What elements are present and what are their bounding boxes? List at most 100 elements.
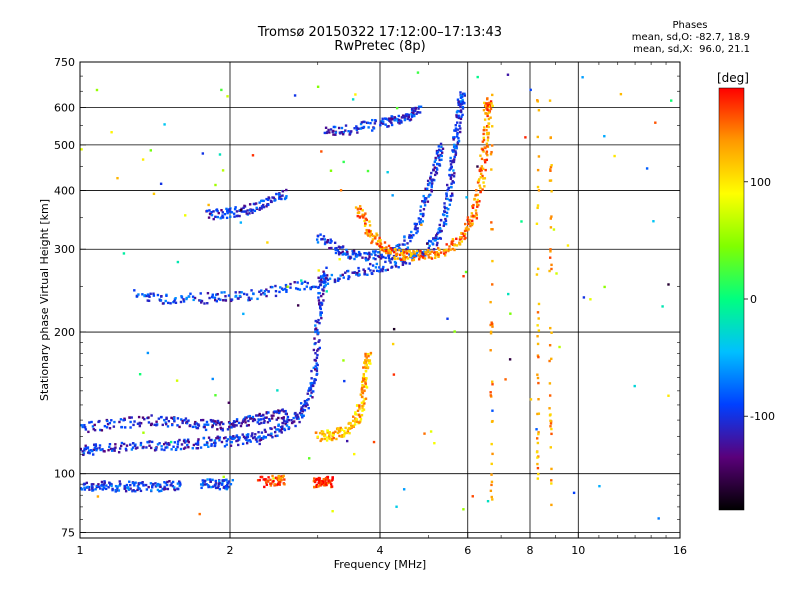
noise-point	[80, 148, 83, 151]
echo-point	[203, 483, 207, 486]
echo-point	[122, 442, 126, 446]
echo-point	[381, 121, 384, 125]
echo-point	[255, 414, 258, 417]
echo-point	[251, 415, 255, 419]
echo-point	[406, 246, 410, 249]
echo-point	[152, 482, 155, 486]
echo-point	[330, 240, 333, 243]
echo-point	[294, 414, 298, 417]
echo-point	[173, 419, 176, 422]
echo-point	[100, 484, 103, 487]
echo-point	[290, 419, 293, 422]
echo-point	[320, 294, 323, 298]
echo-point	[440, 145, 443, 149]
echo-point	[125, 483, 129, 487]
echo-point	[204, 428, 208, 432]
noise-point	[429, 430, 433, 433]
echo-point	[436, 154, 440, 157]
echo-point	[258, 201, 261, 204]
echo-point	[317, 286, 320, 289]
interference-point	[549, 413, 552, 416]
echo-point	[312, 366, 316, 370]
noise-point	[391, 342, 395, 346]
echo-point	[320, 238, 323, 241]
noise-point	[272, 477, 275, 480]
echo-point	[317, 479, 321, 482]
echo-point	[199, 483, 203, 486]
echo-point	[429, 252, 432, 255]
echo-point	[419, 105, 423, 108]
echo-point	[430, 250, 434, 253]
echo-point	[245, 212, 248, 215]
echo-point	[258, 290, 261, 293]
echo-point	[159, 485, 162, 489]
noise-point	[535, 428, 538, 431]
echo-point	[384, 256, 387, 260]
noise-point	[558, 345, 561, 349]
echo-point	[443, 254, 447, 257]
interference-point	[550, 427, 553, 431]
echo-point	[445, 206, 448, 210]
echo-point	[172, 445, 175, 448]
echo-point	[200, 301, 203, 304]
echo-point	[437, 255, 440, 258]
echo-point	[277, 428, 280, 431]
interference-point	[489, 489, 493, 493]
echo-point	[396, 243, 400, 247]
noise-point	[226, 95, 229, 98]
echo-point	[98, 444, 102, 447]
echo-point	[315, 362, 318, 365]
noise-point	[152, 192, 156, 196]
echo-point	[275, 483, 278, 487]
interference-point	[536, 437, 539, 440]
interference-point	[549, 136, 553, 139]
echo-point	[235, 210, 239, 213]
echo-point	[211, 293, 214, 296]
echo-point	[341, 246, 344, 249]
echo-point	[326, 238, 330, 242]
echo-point	[371, 264, 375, 267]
echo-point	[374, 250, 377, 253]
echo-point	[211, 419, 215, 422]
echo-point	[241, 420, 245, 423]
echo-point	[258, 412, 261, 416]
echo-point	[242, 435, 246, 439]
echo-point	[445, 197, 448, 200]
echo-point	[401, 243, 404, 246]
echo-point	[265, 416, 268, 419]
echo-point	[482, 132, 485, 136]
noise-point	[425, 242, 429, 245]
echo-point	[407, 115, 411, 119]
noise-point	[222, 475, 225, 479]
echo-point	[371, 238, 375, 241]
echo-point	[211, 478, 214, 482]
echo-point	[328, 434, 331, 438]
y-tick-label: 400	[54, 184, 75, 197]
noise-point	[218, 153, 222, 156]
echo-point	[346, 269, 350, 273]
echo-point	[410, 230, 413, 234]
echo-point	[276, 434, 279, 437]
echo-point	[415, 252, 419, 255]
echo-point	[318, 321, 321, 325]
echo-point	[104, 487, 108, 491]
echo-point	[129, 420, 132, 424]
echo-point	[364, 232, 367, 235]
echo-point	[451, 194, 454, 197]
echo-point	[397, 114, 400, 118]
echo-point	[338, 434, 341, 438]
echo-point	[371, 129, 374, 132]
noise-point	[141, 158, 145, 161]
echo-point	[248, 212, 251, 215]
echo-point	[484, 168, 487, 172]
echo-point	[280, 478, 283, 482]
noise-point	[211, 377, 214, 381]
interference-point	[535, 450, 539, 454]
echo-point	[372, 127, 376, 130]
echo-point	[365, 218, 368, 222]
echo-point	[433, 256, 437, 260]
echo-point	[320, 438, 323, 441]
echo-point	[265, 288, 268, 291]
echo-point	[278, 290, 281, 294]
interference-point	[549, 250, 552, 253]
